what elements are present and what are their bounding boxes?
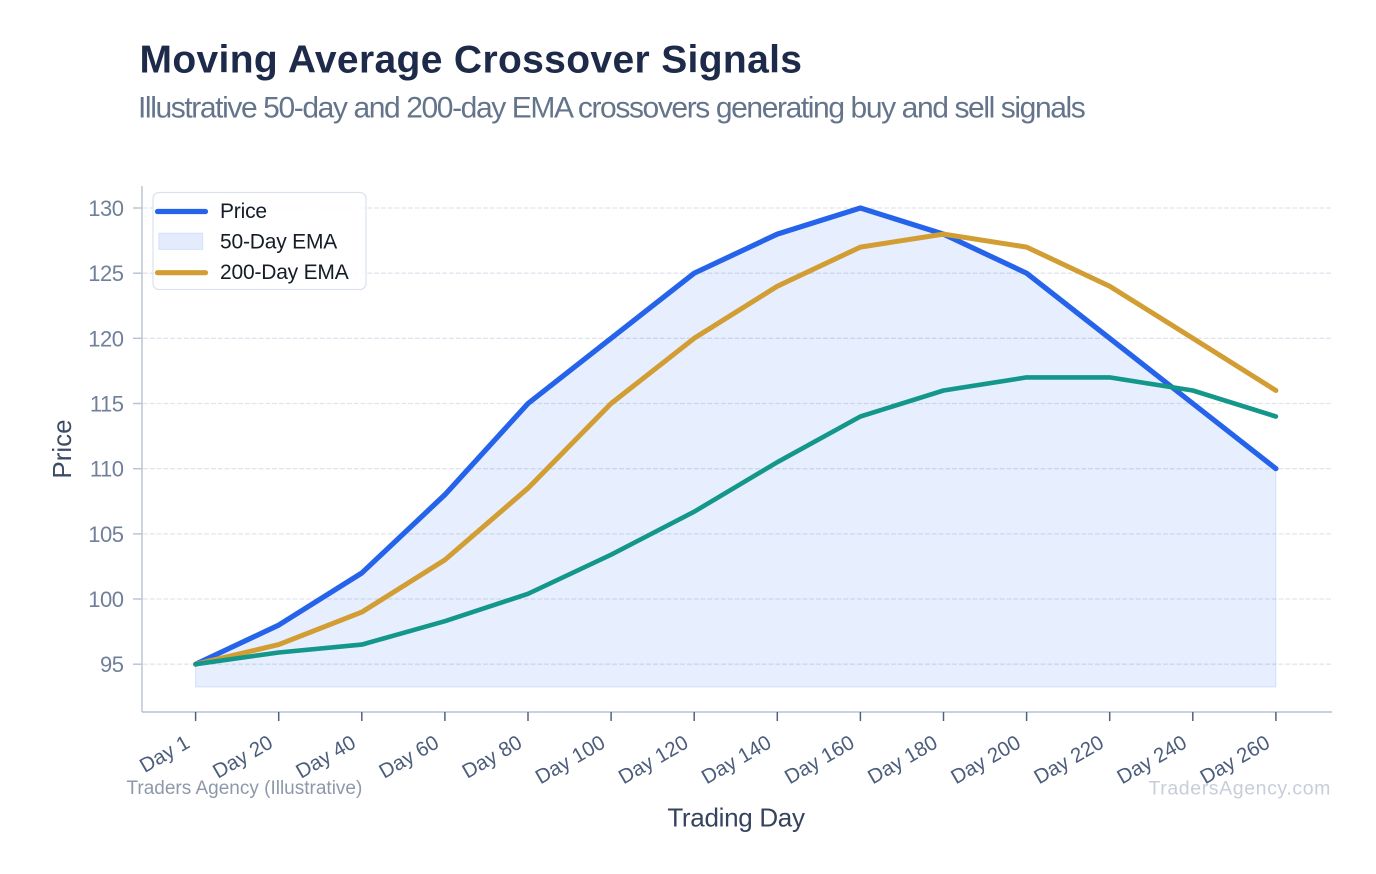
svg-text:125: 125 [88,261,123,286]
svg-text:95: 95 [100,652,124,677]
svg-text:200-Day EMA: 200-Day EMA [220,261,349,284]
svg-text:100: 100 [88,587,123,612]
svg-text:110: 110 [90,457,124,482]
svg-text:120: 120 [88,326,123,351]
svg-text:Illustrative 50-day and 200-da: Illustrative 50-day and 200-day EMA cros… [138,92,1085,125]
svg-text:130: 130 [88,196,123,221]
svg-text:50-Day EMA: 50-Day EMA [220,231,337,254]
svg-text:Price: Price [220,200,267,223]
svg-text:115: 115 [90,392,124,417]
svg-text:Trading Day: Trading Day [667,803,805,833]
svg-text:Price: Price [47,419,77,478]
svg-text:Traders Agency (Illustrative): Traders Agency (Illustrative) [127,778,363,799]
svg-text:TradersAgency.com: TradersAgency.com [1148,778,1331,800]
svg-text:105: 105 [88,522,123,547]
svg-text:Moving Average Crossover Signa: Moving Average Crossover Signals [140,39,803,82]
